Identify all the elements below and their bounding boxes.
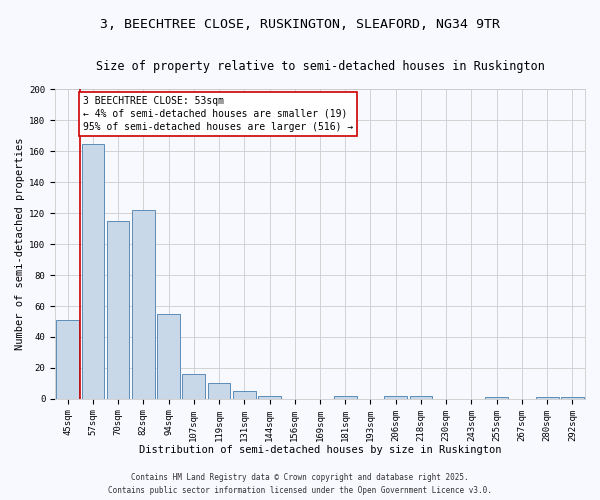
Bar (334, 396, 356, 399)
Text: Contains HM Land Registry data © Crown copyright and database right 2025.
Contai: Contains HM Land Registry data © Crown c… (108, 474, 492, 495)
Bar (157, 314, 180, 399)
Bar (410, 396, 433, 399)
Text: 3 BEECHTREE CLOSE: 53sqm
← 4% of semi-detached houses are smaller (19)
95% of se: 3 BEECHTREE CLOSE: 53sqm ← 4% of semi-de… (83, 96, 353, 132)
Bar (561, 398, 584, 399)
Bar (182, 374, 205, 399)
Bar (208, 384, 230, 399)
Bar (82, 144, 104, 399)
Bar (536, 398, 559, 399)
Text: 3, BEECHTREE CLOSE, RUSKINGTON, SLEAFORD, NG34 9TR: 3, BEECHTREE CLOSE, RUSKINGTON, SLEAFORD… (100, 18, 500, 30)
Bar (233, 391, 256, 399)
Bar (107, 221, 130, 399)
Bar (132, 210, 155, 399)
X-axis label: Distribution of semi-detached houses by size in Ruskington: Distribution of semi-detached houses by … (139, 445, 501, 455)
Bar (485, 398, 508, 399)
Title: Size of property relative to semi-detached houses in Ruskington: Size of property relative to semi-detach… (95, 60, 544, 73)
Bar (385, 396, 407, 399)
Y-axis label: Number of semi-detached properties: Number of semi-detached properties (15, 138, 25, 350)
Bar (56, 320, 79, 399)
Bar (258, 396, 281, 399)
